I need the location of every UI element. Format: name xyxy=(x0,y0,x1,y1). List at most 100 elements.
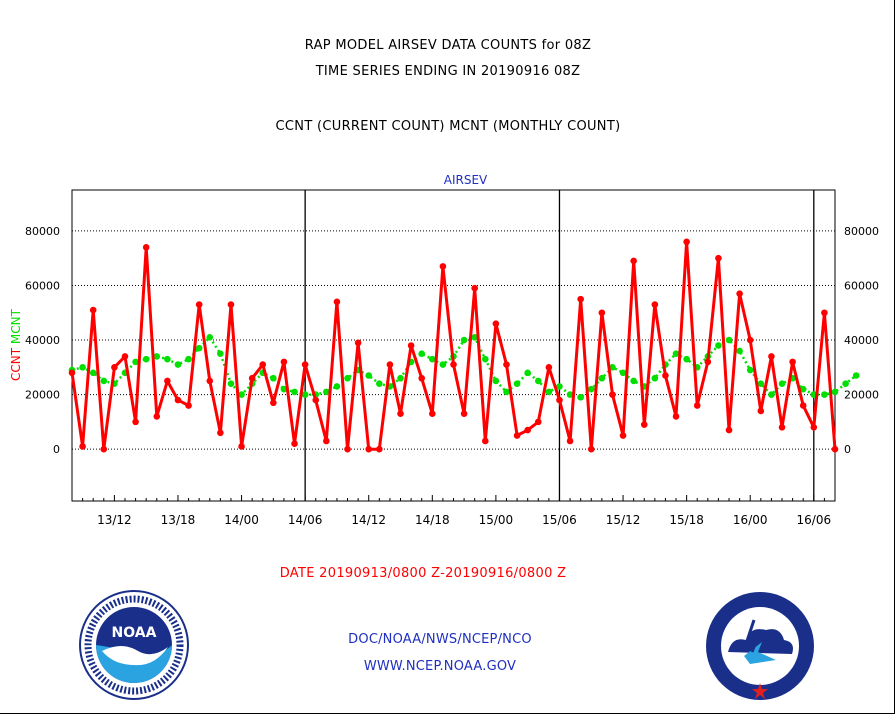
data-point-mcnt xyxy=(619,369,627,377)
data-point-ccnt xyxy=(164,377,171,385)
x-tick-label: 15/00 xyxy=(479,513,514,527)
data-point-ccnt xyxy=(746,336,754,344)
data-point-mcnt xyxy=(217,350,224,357)
data-point-mcnt xyxy=(736,347,743,355)
data-point-mcnt xyxy=(725,336,733,344)
data-point-ccnt xyxy=(354,339,362,347)
data-point-ccnt xyxy=(386,361,394,368)
data-point-ccnt xyxy=(89,306,97,314)
data-point-mcnt xyxy=(206,334,214,341)
data-point-mcnt xyxy=(365,372,373,379)
data-point-mcnt xyxy=(333,383,341,390)
data-point-ccnt xyxy=(280,358,288,366)
chart-title-line-1: RAP MODEL AIRSEV DATA COUNTS for 08Z xyxy=(304,38,592,53)
data-point-ccnt xyxy=(513,432,521,439)
data-point-mcnt xyxy=(238,391,245,398)
data-point-mcnt xyxy=(100,377,108,385)
data-point-ccnt xyxy=(821,309,828,317)
data-point-ccnt xyxy=(736,290,743,297)
data-point-mcnt xyxy=(768,391,775,398)
y-tick-label-right: 40000 xyxy=(844,334,879,347)
data-point-mcnt xyxy=(301,391,309,398)
data-point-mcnt xyxy=(842,380,849,387)
credit-url-line: WWW.NCEP.NOAA.GOV xyxy=(363,659,517,674)
national-weather-service-logo xyxy=(706,592,814,700)
data-point-mcnt xyxy=(164,355,171,363)
data-point-ccnt xyxy=(365,445,373,453)
y-axis-label-ccnt: CCNT xyxy=(9,347,23,381)
y-tick-label-left: 40000 xyxy=(25,334,60,347)
data-point-mcnt xyxy=(376,380,383,387)
data-point-ccnt xyxy=(333,298,341,306)
data-point-ccnt xyxy=(439,263,447,270)
data-point-mcnt xyxy=(280,385,288,393)
data-point-ccnt xyxy=(227,301,235,308)
data-point-ccnt xyxy=(407,342,415,349)
data-point-mcnt xyxy=(174,361,182,368)
data-point-ccnt xyxy=(768,353,775,360)
data-point-ccnt xyxy=(471,284,478,292)
data-point-ccnt xyxy=(619,432,627,439)
data-point-ccnt xyxy=(789,358,796,366)
noaa-logo: NOAA xyxy=(79,590,189,700)
data-point-mcnt xyxy=(397,374,404,382)
data-point-ccnt xyxy=(503,361,510,368)
y-tick-label-left: 60000 xyxy=(25,279,60,292)
data-point-ccnt xyxy=(153,413,161,420)
data-point-mcnt xyxy=(471,334,478,341)
data-point-ccnt xyxy=(429,410,436,418)
data-point-ccnt xyxy=(259,361,267,368)
data-point-ccnt xyxy=(831,445,839,453)
data-point-mcnt xyxy=(534,377,542,385)
credit-org-line: DOC/NOAA/NWS/NCEP/NCO xyxy=(348,632,532,647)
chart-title-line-2: TIME SERIES ENDING IN 20190916 08Z xyxy=(315,64,581,79)
data-point-ccnt xyxy=(397,410,404,418)
data-point-ccnt xyxy=(206,377,214,385)
data-point-mcnt xyxy=(715,342,722,349)
y-tick-label-left: 80000 xyxy=(25,225,60,238)
data-point-mcnt xyxy=(195,344,203,352)
data-point-mcnt xyxy=(89,369,97,377)
data-point-ccnt xyxy=(704,358,712,366)
x-tick-label: 16/06 xyxy=(797,513,832,527)
data-point-mcnt xyxy=(439,361,447,368)
data-point-mcnt xyxy=(185,355,192,363)
data-point-ccnt xyxy=(725,426,733,434)
data-point-mcnt xyxy=(778,380,786,387)
data-point-ccnt xyxy=(481,437,489,445)
data-point-mcnt xyxy=(545,388,553,396)
x-tick-label: 16/00 xyxy=(733,513,768,527)
data-point-mcnt xyxy=(672,350,680,357)
data-point-mcnt xyxy=(651,374,659,382)
data-point-ccnt xyxy=(291,440,298,448)
data-point-ccnt xyxy=(121,353,129,360)
data-point-ccnt xyxy=(810,424,818,431)
data-point-ccnt xyxy=(195,301,203,308)
data-point-ccnt xyxy=(142,243,150,251)
data-point-ccnt xyxy=(132,418,139,426)
data-point-mcnt xyxy=(577,394,584,401)
svg-text:NOAA: NOAA xyxy=(112,625,157,641)
data-point-ccnt xyxy=(693,402,701,409)
data-point-mcnt xyxy=(460,336,468,344)
data-point-mcnt xyxy=(852,372,860,379)
data-point-ccnt xyxy=(248,374,256,382)
data-point-mcnt xyxy=(429,355,436,363)
date-range-label: DATE 20190913/0800 Z-20190916/0800 Z xyxy=(279,566,567,581)
x-tick-label: 14/18 xyxy=(415,513,450,527)
data-point-ccnt xyxy=(68,369,76,377)
x-tick-label: 13/12 xyxy=(97,513,132,527)
y-axis-label: CCNT MCNT xyxy=(9,308,23,381)
data-point-ccnt xyxy=(524,426,531,434)
data-point-ccnt xyxy=(312,396,320,404)
data-point-mcnt xyxy=(513,380,521,387)
y-axis-label-mcnt: MCNT xyxy=(9,308,23,348)
data-point-ccnt xyxy=(323,437,330,445)
x-tick-label: 14/00 xyxy=(224,513,259,527)
axis-ticks xyxy=(71,495,836,501)
data-point-ccnt xyxy=(301,361,309,368)
data-point-ccnt xyxy=(111,364,118,371)
x-tick-label: 15/12 xyxy=(606,513,641,527)
data-point-ccnt xyxy=(672,413,680,420)
